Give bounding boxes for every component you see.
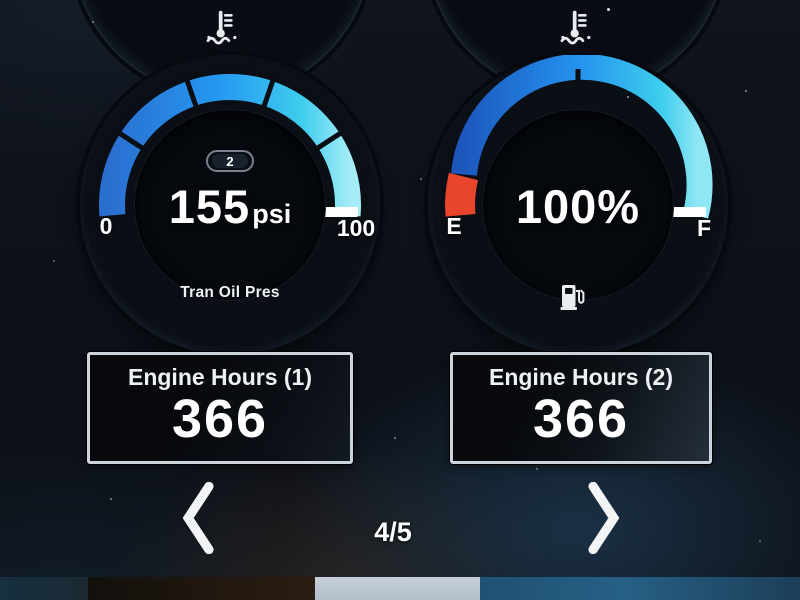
- engine-hours-1-label: Engine Hours (1): [127, 364, 312, 390]
- engine-hours-2-label: Engine Hours (2): [488, 364, 673, 390]
- scale-max-label: 100: [336, 215, 376, 241]
- fuel-arc: [445, 55, 713, 219]
- dust-speck: [53, 260, 55, 262]
- pressure-value: 155: [168, 180, 251, 233]
- dust-speck: [627, 96, 629, 98]
- dust-speck: [420, 178, 422, 180]
- engine-number-label: 2: [212, 154, 248, 168]
- dust-speck: [759, 540, 761, 542]
- gauge-face: [135, 110, 325, 300]
- prev-page-button[interactable]: [172, 481, 224, 555]
- dust-speck: [536, 468, 538, 470]
- next-page-button[interactable]: [578, 481, 630, 555]
- engine-number-badge: 2: [206, 150, 254, 172]
- gauge-fuel-level: 100% E F: [428, 55, 728, 355]
- dust-speck: [745, 90, 747, 92]
- dust-speck: [607, 8, 610, 11]
- bottom-edge-strip: [0, 577, 800, 600]
- strip-segment: [88, 577, 315, 600]
- fuel-reading: 100%: [428, 179, 728, 237]
- engine-hours-1-field: Engine Hours (1) 366: [87, 352, 353, 464]
- pressure-reading: 155 psi: [80, 179, 380, 237]
- dust-speck: [92, 21, 94, 23]
- gauge-transmission-oil-pressure: 2 155 psi 0 100 Tran Oil Pres: [80, 55, 380, 355]
- coolant-temperature-icon: [560, 10, 591, 45]
- chevron-left-icon: [182, 481, 214, 555]
- engine-hours-2-value: 366: [532, 389, 630, 449]
- fuel-empty-red-zone: [445, 172, 479, 217]
- dust-speck: [394, 437, 396, 439]
- scale-empty-label: E: [446, 213, 462, 239]
- strip-segment: [480, 577, 800, 600]
- fuel-pump-icon: [560, 285, 585, 310]
- gauge-face: [483, 110, 673, 300]
- page-indicator: 4/5: [374, 517, 412, 547]
- coolant-temperature-icon: [206, 10, 237, 45]
- chevron-right-icon: [588, 481, 620, 555]
- pressure-unit: psi: [252, 199, 292, 229]
- strip-segment: [0, 577, 88, 600]
- engine-hours-2-field: Engine Hours (2) 366: [450, 352, 712, 464]
- dust-speck: [110, 498, 112, 500]
- scale-full-label: F: [696, 215, 712, 241]
- engine-hours-1-value: 366: [171, 389, 269, 449]
- strip-segment: [315, 577, 480, 600]
- fuel-value: 100%: [515, 180, 641, 233]
- scale-min-label: 0: [99, 213, 113, 239]
- gauge-title: Tran Oil Pres: [180, 284, 280, 301]
